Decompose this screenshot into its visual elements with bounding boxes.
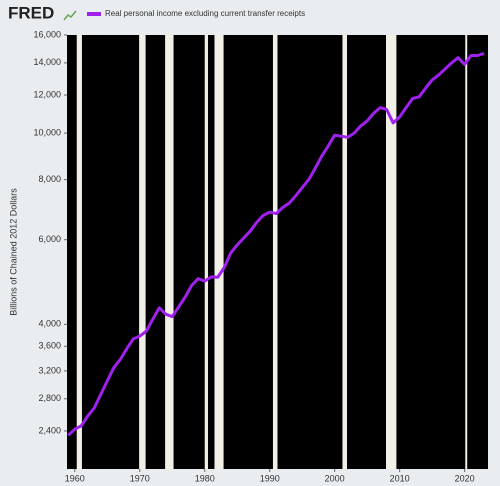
y-tick-label: 16,000 bbox=[33, 29, 61, 39]
x-tick-label: 1970 bbox=[130, 473, 150, 483]
y-tick-label: 14,000 bbox=[33, 57, 61, 67]
y-tick-label: 6,000 bbox=[38, 234, 61, 244]
legend-label: Real personal income excluding current t… bbox=[105, 9, 305, 18]
recession-band bbox=[204, 35, 208, 469]
y-tick-label: 8,000 bbox=[38, 174, 61, 184]
x-tick-label: 1980 bbox=[195, 473, 215, 483]
recession-band bbox=[465, 35, 468, 469]
x-tick-label: 1960 bbox=[65, 473, 85, 483]
recession-band bbox=[76, 35, 82, 469]
recession-band bbox=[342, 35, 348, 469]
x-tick-label: 2010 bbox=[390, 473, 410, 483]
y-tick-label: 3,600 bbox=[38, 341, 61, 351]
y-tick-label: 4,000 bbox=[38, 319, 61, 329]
x-tick-label: 1990 bbox=[260, 473, 280, 483]
logo-icon bbox=[63, 10, 77, 21]
y-tick-label: 12,000 bbox=[33, 89, 61, 99]
logo: FRED bbox=[8, 3, 54, 22]
recession-band bbox=[385, 35, 397, 469]
recession-band bbox=[139, 35, 146, 469]
data-line bbox=[67, 51, 485, 437]
recession-band bbox=[165, 35, 174, 469]
y-tick-label: 3,200 bbox=[38, 365, 61, 375]
y-tick-label: 2,400 bbox=[38, 425, 61, 435]
recession-band bbox=[272, 35, 278, 469]
recession-band bbox=[214, 35, 224, 469]
y-axis-label: Billions of Chained 2012 Dollars bbox=[8, 188, 18, 316]
x-tick-label: 2000 bbox=[325, 473, 345, 483]
x-tick-label: 2020 bbox=[455, 473, 475, 483]
y-tick-label: 2,800 bbox=[38, 393, 61, 403]
y-tick-label: 10,000 bbox=[33, 127, 61, 137]
